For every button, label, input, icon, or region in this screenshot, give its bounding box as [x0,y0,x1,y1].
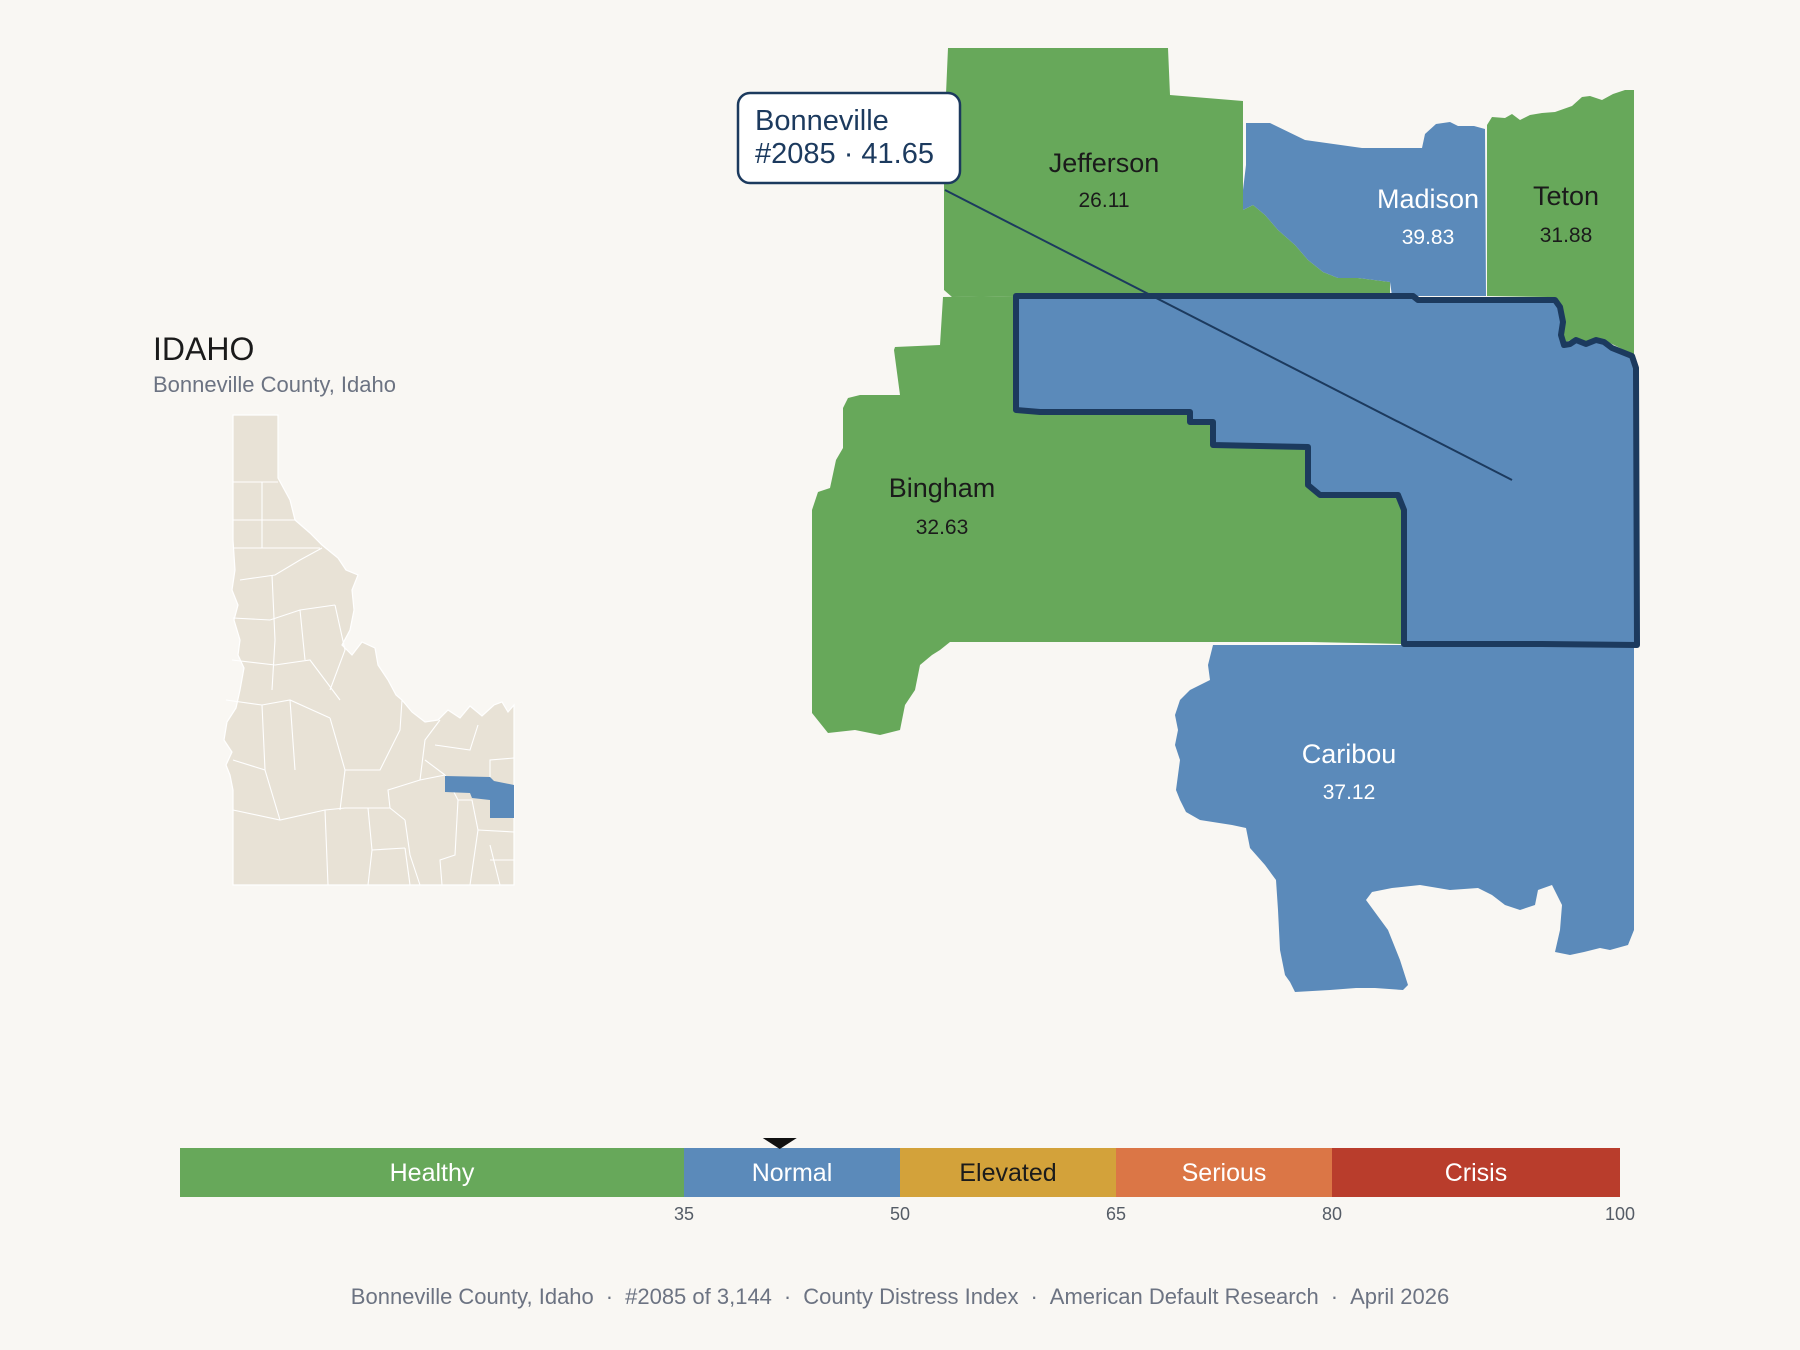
footer-location: Bonneville County, Idaho [350,1284,594,1309]
legend-tick: 80 [1322,1204,1342,1224]
footer-date: April 2026 [1350,1284,1450,1309]
legend-band-normal [684,1148,900,1197]
inset-bonneville-highlight [445,776,514,818]
county-caribou[interactable] [1175,645,1634,992]
bonneville-callout: Bonneville #2085 · 41.65 [736,91,1513,481]
footer-separator: · [605,1284,614,1309]
legend-label-serious: Serious [1182,1159,1267,1187]
callout-rank-value: #2085 · 41.65 [755,138,934,170]
county-teton[interactable] [1487,90,1634,355]
callout-box [736,91,962,185]
legend-label-healthy: Healthy [390,1159,475,1187]
legend-label-elevated: Elevated [959,1159,1056,1187]
label-teton-value: 31.88 [1540,224,1593,247]
callout-county-name: Bonneville [755,105,889,137]
label-jefferson-value: 26.11 [1079,189,1130,212]
legend-tick: 50 [890,1204,910,1224]
legend-band-healthy [180,1148,684,1197]
footer-separator: · [1330,1284,1339,1309]
county-madison[interactable] [1243,122,1486,296]
footer-separator: · [1030,1284,1038,1309]
label-jefferson-name: Jefferson [1049,148,1160,178]
legend-band-elevated [900,1148,1116,1197]
county-bingham[interactable] [812,296,1404,735]
legend-tick: 65 [1106,1204,1126,1224]
callout-leader-line [944,189,1513,481]
footer-index: County Distress Index [803,1284,1019,1309]
label-caribou-value: 37.12 [1323,781,1376,804]
legend-label-normal: Normal [752,1159,833,1187]
state-subtitle: Bonneville County, Idaho [153,372,396,397]
legend-tick: 35 [674,1204,694,1224]
inset-county-borders [225,481,515,886]
footer-separator: · [783,1284,792,1309]
label-teton-name: Teton [1533,181,1599,211]
legend-marker-icon [762,1138,797,1149]
legend-label-crisis: Crisis [1445,1159,1508,1187]
idaho-inset-map [223,414,515,886]
distress-legend: Healthy Normal Elevated Serious Crisis 35 50 65… [180,1138,1635,1224]
footer-source: American Default Research [1049,1284,1319,1309]
label-bingham-value: 32.63 [916,516,969,539]
legend-tick: 100 [1605,1204,1635,1224]
state-title: IDAHO [153,331,254,367]
footer: Bonneville County, Idaho · #2085 of 3,144 ·… [0,1284,1800,1310]
label-caribou-name: Caribou [1302,739,1397,769]
footer-rank: #2085 of 3,144 [625,1284,772,1309]
label-madison-value: 39.83 [1402,226,1455,249]
county-jefferson[interactable] [944,48,1390,298]
label-bingham-name: Bingham [889,473,996,503]
legend-band-crisis [1332,1148,1620,1197]
idaho-outline [223,414,515,886]
legend-band-serious [1116,1148,1332,1197]
county-map: Jefferson 26.11 Madison 39.83 Teton 31.8… [812,48,1640,992]
county-bonneville[interactable] [1013,293,1640,648]
label-madison-name: Madison [1377,184,1479,214]
